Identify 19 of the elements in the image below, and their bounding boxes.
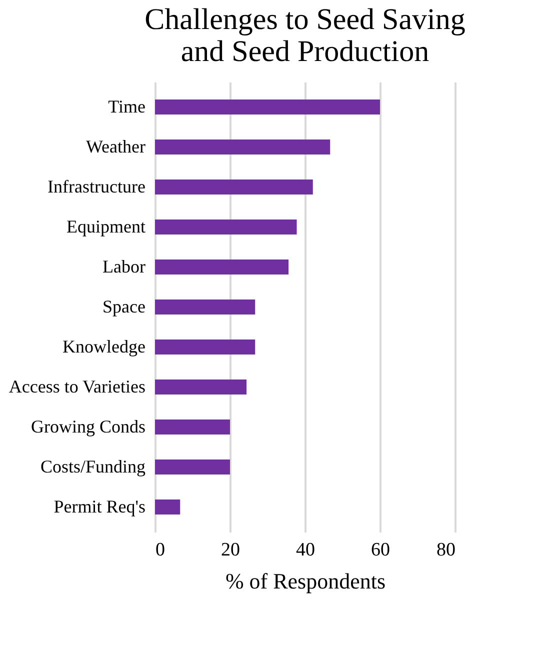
y-tick-label: Labor [102, 256, 146, 276]
text: and Seed Production [180, 35, 430, 68]
y-tick-label: Space [102, 296, 146, 316]
x-tick-label: 40 [296, 540, 315, 560]
y-tick-label: Access to Varieties [8, 376, 146, 396]
y-tick-label: Equipment [66, 216, 146, 236]
y-tick-label: Costs/Funding [40, 456, 146, 476]
x-tick-label: 80 [436, 540, 456, 560]
x-tick-label: 20 [221, 540, 240, 560]
y-tick-label: Growing Conds [30, 416, 146, 436]
x-tick-label: 0 [156, 540, 165, 560]
y-tick-label: Weather [86, 136, 146, 156]
y-tick-label: Time [108, 96, 146, 116]
text: Challenges to Seed Saving [144, 3, 466, 36]
x-tick-label: 60 [371, 540, 390, 560]
y-tick-label: Infrastructure [48, 176, 146, 196]
y-tick-label: Knowledge [62, 336, 146, 356]
x-axis-title: % of Respondents [225, 568, 386, 594]
y-tick-label: Permit Req's [54, 496, 146, 516]
